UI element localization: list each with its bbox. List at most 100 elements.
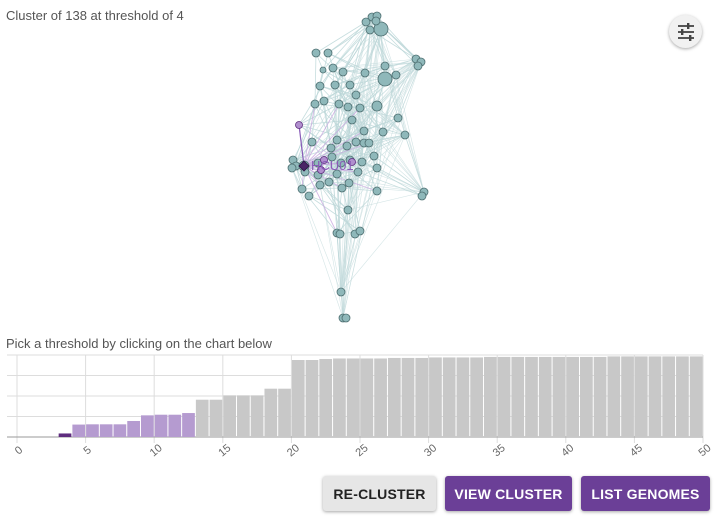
genome-node[interactable] [377, 71, 393, 87]
histogram-bar[interactable] [415, 357, 429, 437]
histogram-bar[interactable] [333, 358, 346, 437]
histogram-bar[interactable] [58, 433, 72, 437]
genome-node[interactable] [326, 143, 336, 153]
genome-node[interactable] [372, 186, 382, 196]
genome-node-related[interactable] [317, 166, 325, 174]
histogram-bar[interactable] [264, 388, 278, 437]
histogram-bar[interactable] [99, 424, 113, 437]
genome-node-related[interactable] [295, 121, 303, 129]
genome-node[interactable] [319, 96, 329, 106]
list-genomes-button[interactable]: LIST GENOMES [581, 476, 710, 511]
genome-node[interactable] [359, 126, 369, 136]
histogram-bar[interactable] [525, 356, 538, 437]
genome-node[interactable] [342, 141, 352, 151]
histogram-bar[interactable] [168, 414, 182, 437]
genome-node[interactable] [332, 135, 342, 145]
cluster-network-graph[interactable]: HCU01 [0, 0, 717, 335]
genome-node[interactable] [304, 191, 314, 201]
histogram-bar[interactable] [86, 424, 99, 437]
genome-node[interactable] [336, 158, 346, 168]
histogram-bar[interactable] [154, 414, 168, 437]
histogram-bar[interactable] [429, 357, 442, 437]
genome-node[interactable] [378, 127, 388, 137]
histogram-bar[interactable] [182, 413, 195, 437]
genome-node[interactable] [319, 66, 327, 74]
histogram-bar[interactable] [648, 356, 662, 437]
genome-node[interactable] [413, 61, 423, 71]
genome-node[interactable] [357, 157, 367, 167]
histogram-bar[interactable] [442, 357, 456, 437]
histogram-bar[interactable] [511, 356, 525, 437]
histogram-bar[interactable] [621, 356, 634, 437]
histogram-bar[interactable] [237, 395, 250, 437]
genome-node[interactable] [341, 313, 351, 323]
genome-node[interactable] [380, 61, 390, 71]
genome-node[interactable] [365, 25, 375, 35]
view-cluster-button[interactable]: VIEW CLUSTER [445, 476, 572, 511]
genome-node[interactable] [345, 80, 355, 90]
genome-node[interactable] [343, 205, 353, 215]
recluster-button[interactable]: RE-CLUSTER [323, 476, 436, 511]
genome-node[interactable] [355, 226, 365, 236]
genome-node[interactable] [324, 177, 334, 187]
histogram-bar[interactable] [127, 420, 140, 437]
histogram-bar[interactable] [195, 399, 209, 437]
genome-node[interactable] [334, 99, 344, 109]
genome-node[interactable] [355, 103, 365, 113]
genome-node[interactable] [353, 167, 363, 177]
histogram-bar[interactable] [291, 359, 305, 437]
histogram-bar[interactable] [689, 356, 703, 437]
genome-node[interactable] [417, 191, 427, 201]
genome-node[interactable] [351, 137, 361, 147]
genome-node[interactable] [315, 180, 325, 190]
genome-node[interactable] [328, 63, 338, 73]
genome-node[interactable] [335, 229, 345, 239]
genome-node[interactable] [393, 113, 403, 123]
genome-node[interactable] [307, 137, 317, 147]
histogram-bar[interactable] [360, 358, 374, 437]
histogram-bar[interactable] [566, 356, 580, 437]
settings-button[interactable] [669, 15, 702, 48]
histogram-bar[interactable] [278, 388, 291, 437]
histogram-bars[interactable] [58, 356, 703, 437]
histogram-bar[interactable] [113, 424, 127, 437]
genome-node[interactable] [372, 163, 382, 173]
genome-node[interactable] [315, 81, 325, 91]
histogram-bar[interactable] [72, 424, 86, 437]
genome-node[interactable] [344, 178, 354, 188]
genome-node[interactable] [360, 68, 370, 78]
histogram-bar[interactable] [209, 399, 223, 437]
histogram-bar[interactable] [538, 356, 552, 437]
genome-node[interactable] [311, 48, 321, 58]
genome-node[interactable] [332, 169, 342, 179]
genome-node[interactable] [369, 151, 379, 161]
histogram-bar[interactable] [305, 359, 319, 437]
histogram-bar[interactable] [319, 358, 333, 437]
histogram-bar[interactable] [456, 357, 470, 437]
genome-node[interactable] [347, 115, 357, 125]
histogram-bar[interactable] [580, 356, 593, 437]
histogram-bar[interactable] [346, 358, 360, 437]
genome-node[interactable] [343, 102, 353, 112]
histogram-bar[interactable] [387, 357, 401, 437]
histogram-bar[interactable] [676, 356, 689, 437]
genome-node[interactable] [361, 17, 371, 27]
histogram-bar[interactable] [593, 356, 607, 437]
histogram-bar[interactable] [607, 356, 621, 437]
genome-node[interactable] [330, 80, 340, 90]
histogram-bar[interactable] [374, 358, 387, 437]
histogram-bar[interactable] [552, 356, 566, 437]
histogram-bar[interactable] [483, 356, 497, 437]
genome-node[interactable] [337, 183, 347, 193]
histogram-bar[interactable] [140, 415, 154, 437]
genome-node[interactable] [400, 130, 410, 140]
histogram-bar[interactable] [223, 395, 237, 437]
genome-node[interactable] [323, 48, 333, 58]
genome-node[interactable] [391, 70, 401, 80]
genome-node[interactable] [327, 152, 337, 162]
histogram-bar[interactable] [662, 356, 676, 437]
histogram-bar[interactable] [401, 357, 415, 437]
histogram-bar[interactable] [497, 356, 511, 437]
genome-node[interactable] [310, 99, 320, 109]
genome-node-related[interactable] [320, 156, 328, 164]
